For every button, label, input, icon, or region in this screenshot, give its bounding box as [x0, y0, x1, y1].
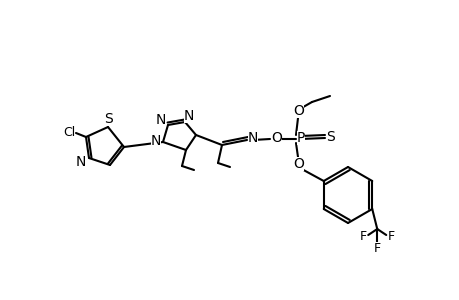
Text: S: S [326, 130, 335, 144]
Text: F: F [373, 242, 380, 256]
Text: N: N [184, 109, 194, 123]
Text: F: F [359, 230, 366, 244]
Text: O: O [293, 104, 304, 118]
Text: S: S [104, 112, 113, 126]
Text: P: P [296, 131, 304, 145]
Text: N: N [151, 134, 161, 148]
Text: N: N [156, 113, 166, 127]
Text: Cl: Cl [63, 125, 75, 139]
Text: N: N [76, 155, 86, 169]
Text: F: F [387, 230, 394, 244]
Text: O: O [271, 131, 282, 145]
Text: N: N [247, 131, 257, 145]
Text: O: O [293, 157, 304, 171]
